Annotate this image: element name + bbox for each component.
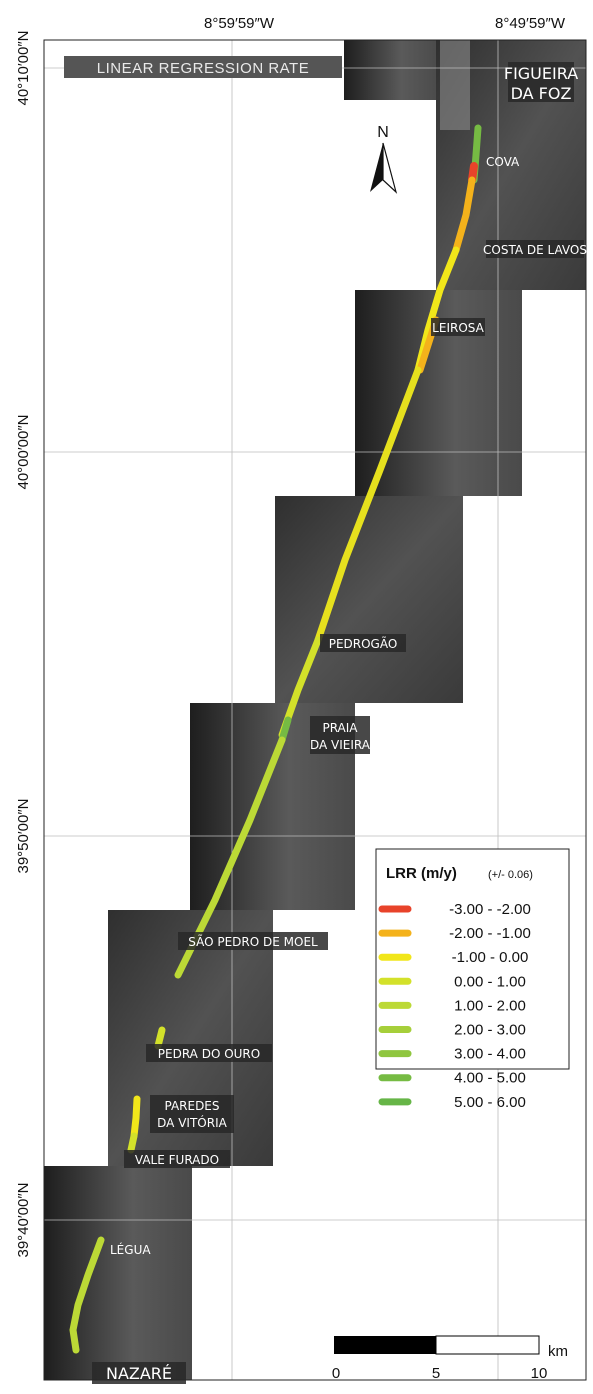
place-label: PEDRA DO OURO [158,1047,260,1061]
place-label: DA VITÓRIA [157,1115,227,1130]
map-title: LINEAR REGRESSION RATE [97,60,309,77]
lrr-segment [452,176,476,254]
place-label: LÉGUA [110,1242,151,1257]
map-frame [43,39,587,1381]
place-label: NAZARÉ [106,1364,172,1383]
legend-label: -3.00 - -2.00 [449,901,531,918]
longitude-label: 8°59′59″W [204,15,275,32]
north-label: N [377,124,389,141]
scale-unit: km [548,1343,568,1360]
lrr-segment [314,366,422,644]
legend-label: -1.00 - 0.00 [452,949,529,966]
place-label: VALE FURADO [135,1153,219,1167]
legend-title: LRR (m/y) [386,865,457,882]
scale-label: 10 [531,1365,548,1382]
lrr-segment [130,1095,141,1140]
place-label: DA VIEIRA [310,738,371,752]
place-label: PRAIA [322,721,358,735]
place-label: DA FOZ [511,84,572,103]
scale-bar: km 0 5 10 [332,1335,568,1382]
title-box [64,56,342,78]
latitude-label: 40°00′00″N [15,414,32,489]
place-label: PAREDES [164,1099,219,1113]
latitude-label: 39°40′00″N [15,1182,32,1257]
place-label: COSTA DE LAVOS [483,243,587,257]
scale-label: 0 [332,1365,340,1382]
legend-label: 3.00 - 4.00 [454,1046,526,1063]
place-labels: FIGUEIRA DA FOZ COVA COSTA DE LAVOS LEIR… [92,62,587,1384]
scale-label: 5 [432,1365,440,1382]
place-label: FIGUEIRA [504,64,578,83]
legend-label: 1.00 - 2.00 [454,997,526,1014]
north-arrow-icon: N [370,124,398,194]
lrr-segment [69,1236,105,1354]
scale-segment-white [435,1335,540,1355]
legend-label: 4.00 - 5.00 [454,1070,526,1087]
legend-label: -2.00 - -1.00 [449,925,531,942]
lrr-segment [127,1132,138,1154]
place-label: COVA [486,155,520,169]
place-label: PEDROGÃO [329,636,398,651]
place-label: SÃO PEDRO DE MOEL [188,934,318,949]
legend-label: 2.00 - 3.00 [454,1022,526,1039]
scale-segment-black [334,1336,436,1354]
legend-label: 0.00 - 1.00 [454,973,526,990]
legend-label: 5.00 - 6.00 [454,1094,526,1111]
place-label: LEIROSA [432,321,484,335]
latitude-label: 39°50′00″N [15,798,32,873]
latitude-label: 40°10′00″N [15,30,32,105]
legend: LRR (m/y) (+/- 0.06) -3.00 - -2.00 -2.00 … [375,848,570,1111]
legend-subtitle: (+/- 0.06) [488,869,533,881]
lrr-segment [154,1026,166,1050]
longitude-label: 8°49′59″W [495,15,566,32]
